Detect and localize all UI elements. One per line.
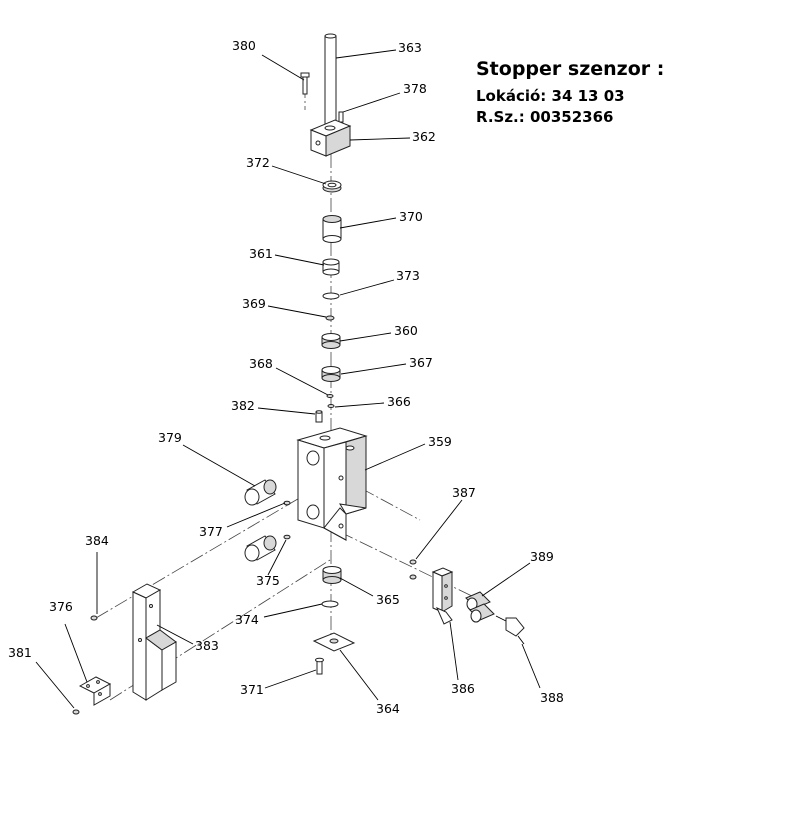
callout-366: 366 (387, 394, 411, 409)
callout-365: 365 (376, 592, 400, 607)
callout-374: 374 (235, 612, 259, 627)
part-381-screw (72, 709, 80, 715)
leader-lines (35, 49, 541, 709)
callout-384: 384 (85, 533, 109, 548)
callout-386: 386 (451, 681, 475, 696)
callout-389: 389 (530, 549, 554, 564)
part-382-pin (315, 410, 323, 423)
part-359-housing (296, 427, 368, 541)
callout-387: 387 (452, 485, 476, 500)
callout-367: 367 (409, 355, 433, 370)
part-365-bearing (322, 566, 342, 584)
part-number-label: R.Sz.: 00352366 (476, 108, 614, 126)
part-374-ring (321, 600, 339, 608)
callout-378: 378 (403, 81, 427, 96)
part-376-bracket (78, 676, 112, 706)
callout-377: 377 (199, 524, 223, 539)
part-386-mount (431, 567, 454, 625)
callout-364: 364 (376, 701, 400, 716)
callout-375: 375 (256, 573, 280, 588)
callout-380: 380 (232, 38, 256, 53)
callout-373: 373 (396, 268, 420, 283)
part-375-screw (283, 534, 291, 540)
part-373-ring (322, 292, 340, 300)
diagram-title: Stopper szenzor : (476, 58, 665, 80)
part-384-screw (90, 615, 98, 621)
callout-360: 360 (394, 323, 418, 338)
part-362-block (309, 119, 352, 157)
part-388-plug (495, 615, 525, 645)
callout-382: 382 (231, 398, 255, 413)
part-367-bearing (321, 366, 341, 382)
part-369-washer (325, 315, 335, 321)
callout-381: 381 (8, 645, 32, 660)
callout-376: 376 (49, 599, 73, 614)
callout-363: 363 (398, 40, 422, 55)
part-380-screw (300, 72, 310, 95)
part-370-sleeve (322, 215, 342, 243)
callout-361: 361 (249, 246, 273, 261)
callout-369: 369 (242, 296, 266, 311)
part-361-cylinder (322, 258, 340, 276)
part-360-bearing (321, 333, 341, 349)
callout-labels: 380 363 378 362 372 370 361 373 369 360 … (8, 38, 564, 716)
part-378-screw (338, 111, 344, 123)
part-387-nut (409, 559, 417, 580)
callout-359: 359 (428, 434, 452, 449)
part-371-bolt (315, 657, 324, 675)
callout-368: 368 (249, 356, 273, 371)
part-379-cylinder (244, 479, 277, 506)
part-389-sensor (465, 591, 495, 623)
part-363-shaft (324, 33, 337, 133)
callout-372: 372 (246, 155, 270, 170)
callout-371: 371 (240, 682, 264, 697)
location-label: Lokáció: 34 13 03 (476, 87, 625, 105)
callout-383: 383 (195, 638, 219, 653)
part-368-washer (326, 394, 334, 398)
callout-379: 379 (158, 430, 182, 445)
callout-362: 362 (412, 129, 436, 144)
part-364-plate (312, 632, 356, 652)
part-383-bracket (131, 583, 177, 701)
part-366-nut (327, 404, 335, 408)
callout-370: 370 (399, 209, 423, 224)
part-372-bearing (322, 180, 342, 193)
callout-388: 388 (540, 690, 564, 705)
part-cylinder-lower (244, 535, 277, 562)
